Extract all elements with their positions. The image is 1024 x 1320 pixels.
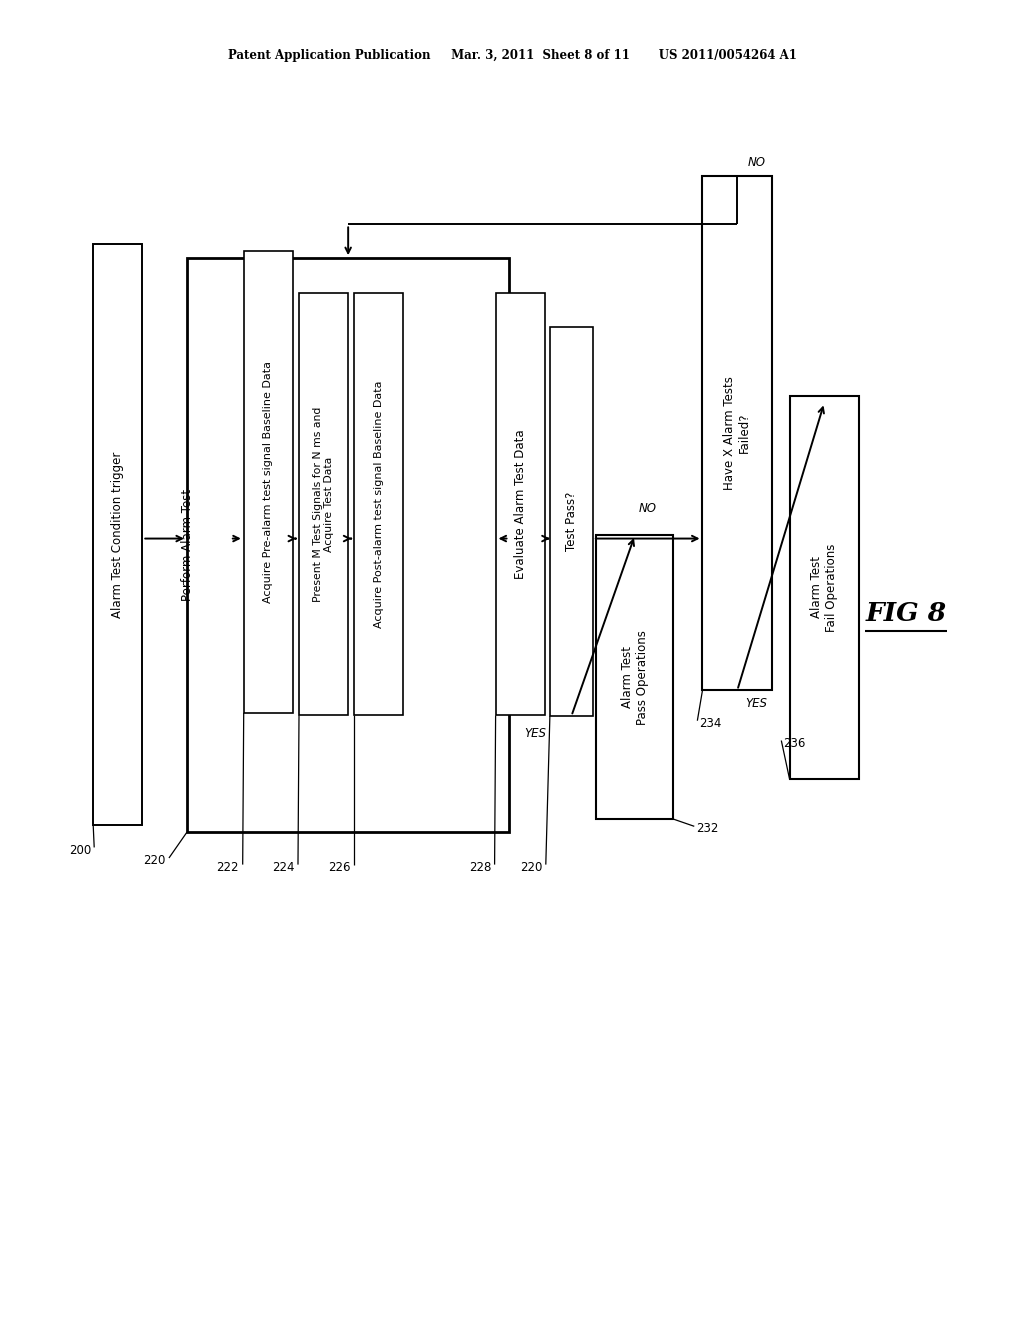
Text: 220: 220 [520, 861, 543, 874]
Text: Patent Application Publication     Mar. 3, 2011  Sheet 8 of 11       US 2011/005: Patent Application Publication Mar. 3, 2… [227, 49, 797, 62]
Text: Perform Alarm Test: Perform Alarm Test [181, 490, 194, 601]
FancyBboxPatch shape [702, 176, 772, 690]
Text: YES: YES [524, 726, 547, 739]
Text: Acquire Pre-alarm test signal Baseline Data: Acquire Pre-alarm test signal Baseline D… [263, 360, 273, 603]
Text: Present M Test Signals for N ms and
Acquire Test Data: Present M Test Signals for N ms and Acqu… [312, 407, 335, 602]
Text: Alarm Test
Fail Operations: Alarm Test Fail Operations [810, 544, 839, 631]
Text: 222: 222 [216, 861, 239, 874]
Text: Acquire Post-alarm test signal Baseline Data: Acquire Post-alarm test signal Baseline … [374, 380, 384, 628]
Text: 232: 232 [696, 822, 719, 836]
FancyBboxPatch shape [299, 293, 348, 715]
Text: 220: 220 [143, 854, 166, 867]
Text: 224: 224 [272, 861, 295, 874]
FancyBboxPatch shape [354, 293, 403, 715]
Text: YES: YES [745, 697, 767, 710]
Text: NO: NO [639, 502, 656, 515]
FancyBboxPatch shape [244, 251, 293, 713]
FancyBboxPatch shape [550, 327, 593, 715]
Text: Test Pass?: Test Pass? [565, 492, 578, 550]
FancyBboxPatch shape [596, 536, 674, 818]
Text: 228: 228 [469, 861, 492, 874]
Text: Evaluate Alarm Test Data: Evaluate Alarm Test Data [514, 429, 526, 579]
FancyBboxPatch shape [790, 396, 859, 779]
Text: Alarm Test
Pass Operations: Alarm Test Pass Operations [621, 630, 649, 725]
Text: 200: 200 [69, 843, 91, 857]
FancyBboxPatch shape [496, 293, 545, 715]
FancyBboxPatch shape [187, 259, 510, 833]
Text: 226: 226 [328, 861, 350, 874]
Text: FIG 8: FIG 8 [865, 602, 947, 626]
Text: 234: 234 [699, 717, 722, 730]
Text: Have X Alarm Tests
Failed?: Have X Alarm Tests Failed? [723, 376, 752, 490]
FancyBboxPatch shape [93, 244, 142, 825]
Text: Alarm Test Condition trigger: Alarm Test Condition trigger [112, 451, 124, 618]
Text: NO: NO [748, 156, 766, 169]
Text: 236: 236 [783, 737, 806, 750]
